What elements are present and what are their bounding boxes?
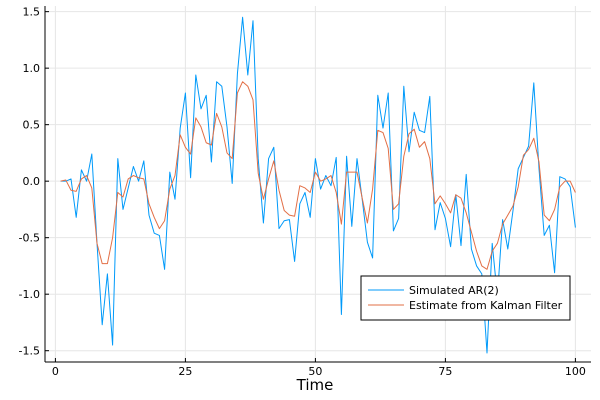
x-tick-label: 75 [438,365,452,378]
x-tick-label: 100 [565,365,586,378]
y-tick-label: 1.5 [23,6,41,19]
y-tick-label: -0.5 [19,232,40,245]
x-tick-label: 0 [52,365,59,378]
y-tick-label: 0.0 [23,175,41,188]
axes [44,6,591,363]
x-tick-label: 50 [308,365,322,378]
legend-box [360,275,571,321]
y-tick-label: -1.5 [19,345,40,358]
legend-label-simulated: Simulated AR(2) [409,284,499,297]
y-tick-label: 0.5 [23,119,41,132]
x-axis-title: Time [296,376,334,394]
x-tick-label: 25 [178,365,192,378]
legend: Simulated AR(2) Estimate from Kalman Fil… [360,275,571,321]
series-line-kalman-estimate [60,81,576,270]
legend-label-kalman: Estimate from Kalman Filter [409,299,563,312]
y-tick-label: -1.0 [19,288,40,301]
y-tick-label: 1.0 [23,62,41,75]
ticks: 0 25 50 75 100 1.5 1.0 0.5 0.0 -0.5 -1.0 -1.5 [19,6,586,378]
